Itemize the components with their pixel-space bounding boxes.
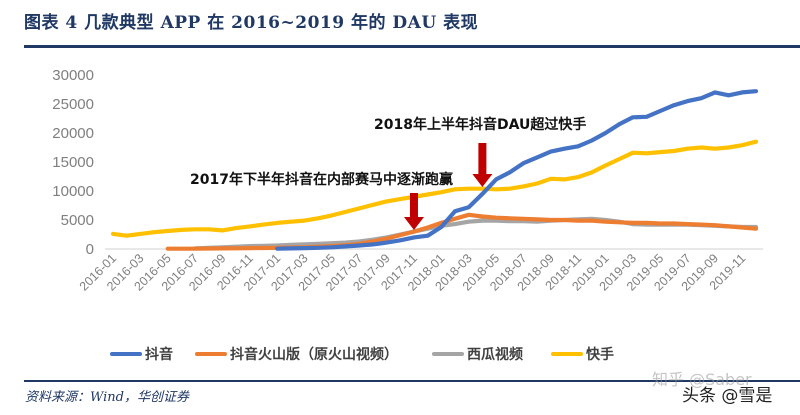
annotation-arrow-icon bbox=[403, 193, 424, 230]
legend-swatch bbox=[551, 352, 583, 356]
legend-label: 西瓜视频 bbox=[467, 347, 523, 363]
chart-legend: 抖音 抖音火山版（原火山视频） 西瓜视频 快手 bbox=[110, 344, 636, 364]
legend-item: 西瓜视频 bbox=[432, 344, 523, 364]
y-tick-label: 5000 bbox=[61, 212, 94, 229]
legend-swatch bbox=[432, 352, 464, 356]
legend-item: 抖音 bbox=[110, 344, 173, 364]
source-divider bbox=[24, 380, 800, 382]
series-line-3 bbox=[110, 139, 759, 238]
annotation-label: 2018年上半年抖音DAU超过快手 bbox=[374, 116, 586, 133]
legend-label: 抖音 bbox=[145, 347, 173, 363]
watermark-toutiao: 头条 @雪是 bbox=[682, 386, 773, 406]
legend-item: 抖音火山版（原火山视频） bbox=[195, 344, 398, 364]
title-divider bbox=[24, 45, 800, 48]
annotation-label: 2017年下半年抖音在内部赛马中逐渐跑赢 bbox=[190, 171, 453, 188]
y-tick-label: 20000 bbox=[52, 125, 94, 142]
legend-label: 抖音火山版（原火山视频） bbox=[230, 347, 398, 363]
figure-title: 图表 4 几款典型 APP 在 2016~2019 年的 DAU 表现 bbox=[24, 13, 479, 33]
legend-swatch bbox=[195, 352, 227, 356]
legend-label: 快手 bbox=[586, 347, 614, 363]
series-line-1 bbox=[165, 212, 759, 251]
y-tick-label: 0 bbox=[86, 241, 94, 258]
y-tick-label: 25000 bbox=[52, 96, 94, 113]
watermark-zhihu: 知乎 @Saber bbox=[652, 370, 752, 389]
series-line-0 bbox=[275, 89, 759, 251]
annotations: 2017年下半年抖音在内部赛马中逐渐跑赢 2018年上半年抖音DAU超过快手 bbox=[190, 116, 586, 230]
y-tick-label: 15000 bbox=[52, 154, 94, 171]
y-tick-label: 30000 bbox=[52, 67, 94, 84]
y-tick-label: 10000 bbox=[52, 183, 94, 200]
source-note: 资料来源：Wind，华创证券 bbox=[25, 390, 189, 405]
x-axis: 2016-012016-032016-052016-072016-092016-… bbox=[77, 251, 749, 293]
series-lines bbox=[110, 89, 759, 251]
y-axis: 0 5000 10000 15000 20000 25000 30000 bbox=[52, 67, 94, 258]
dau-line-chart: 0 5000 10000 15000 20000 25000 30000 2016-0120… bbox=[52, 67, 763, 294]
legend-item: 快手 bbox=[551, 344, 614, 364]
annotation-arrow-icon bbox=[472, 143, 493, 187]
legend-swatch bbox=[110, 352, 142, 356]
